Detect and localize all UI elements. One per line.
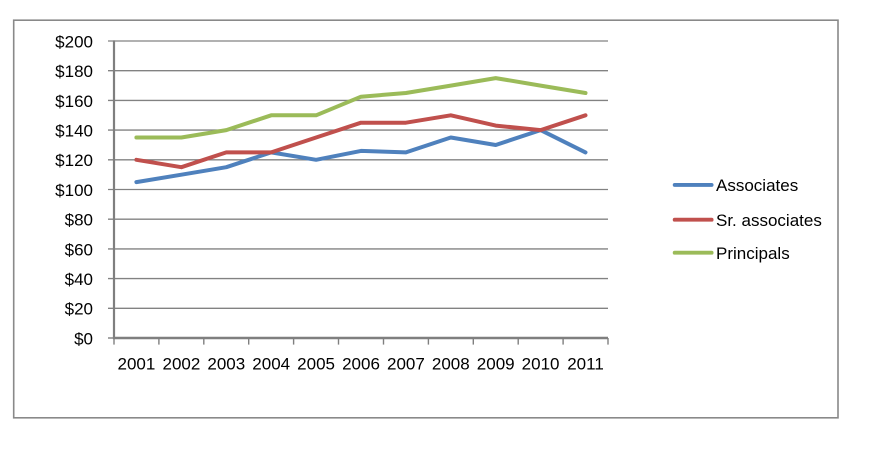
svg-text:$20: $20 [65, 300, 93, 319]
svg-text:$120: $120 [55, 151, 93, 170]
svg-text:2007: 2007 [387, 355, 425, 374]
svg-text:$180: $180 [55, 62, 93, 81]
svg-text:Sr. associates: Sr. associates [716, 211, 822, 230]
svg-text:$200: $200 [55, 32, 93, 51]
svg-text:2005: 2005 [297, 355, 335, 374]
svg-text:$60: $60 [65, 240, 93, 259]
svg-text:$160: $160 [55, 92, 93, 111]
svg-text:2009: 2009 [477, 355, 515, 374]
svg-text:2003: 2003 [207, 355, 245, 374]
svg-text:$40: $40 [65, 270, 93, 289]
svg-text:2010: 2010 [522, 355, 560, 374]
svg-text:$80: $80 [65, 211, 93, 230]
svg-text:Principals: Principals [716, 244, 790, 263]
svg-text:2006: 2006 [342, 355, 380, 374]
svg-text:Associates: Associates [716, 176, 798, 195]
svg-text:2004: 2004 [252, 355, 290, 374]
svg-text:2011: 2011 [567, 355, 604, 374]
svg-text:$100: $100 [55, 181, 93, 200]
svg-text:2008: 2008 [432, 355, 470, 374]
svg-text:2002: 2002 [162, 355, 200, 374]
svg-text:2001: 2001 [117, 355, 155, 374]
svg-text:$140: $140 [55, 122, 93, 141]
svg-text:$0: $0 [74, 329, 93, 348]
